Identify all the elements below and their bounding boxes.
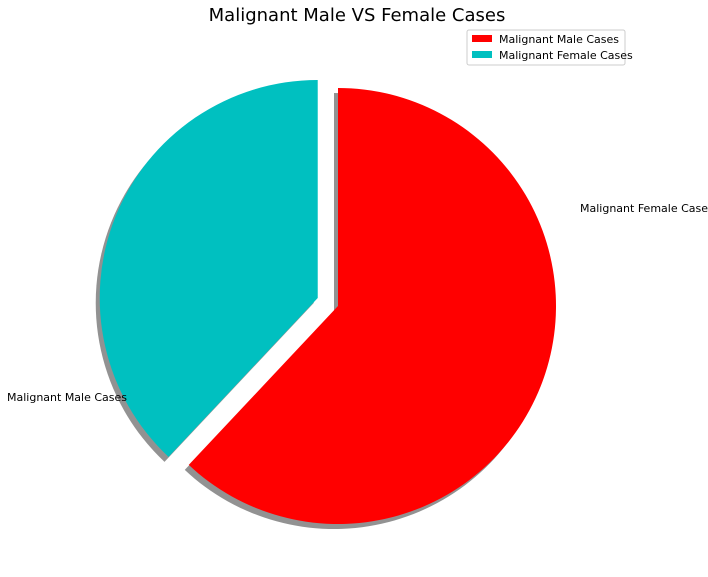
- legend-label-female: Malignant Female Cases: [499, 49, 633, 62]
- pie-slice-female: [99, 79, 318, 457]
- pie-slice-male: [188, 88, 556, 524]
- legend-box: [466, 29, 626, 66]
- pie-slices: [99, 79, 556, 524]
- legend-swatch-female: [472, 51, 492, 58]
- slice-label-female: Malignant Female Cases: [580, 202, 708, 215]
- legend: Malignant Male Cases Malignant Female Ca…: [466, 29, 633, 66]
- legend-label-male: Malignant Male Cases: [499, 33, 619, 46]
- chart-title: Malignant Male VS Female Cases: [209, 5, 506, 26]
- slice-label-male: Malignant Male Cases: [7, 391, 127, 404]
- legend-swatch-male: [472, 35, 492, 42]
